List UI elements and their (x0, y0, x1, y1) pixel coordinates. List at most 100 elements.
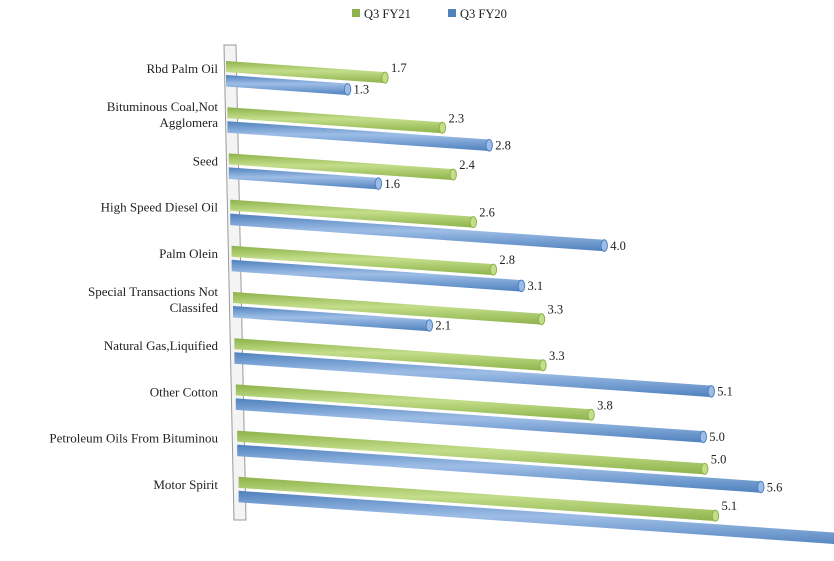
bar-end-cap (539, 359, 547, 372)
category-label-line: Petroleum Oils From Bituminou (49, 431, 218, 446)
bar-body (231, 259, 522, 292)
bar-q3-fy21-petroleum-oils-from-bituminou (237, 430, 709, 475)
category-label-line: Bituminous Coal,Not (107, 99, 219, 114)
bar-q3-fy20-rbd-palm-oil (226, 75, 352, 96)
bar-body (234, 352, 712, 398)
legend-label-q3-fy20: Q3 FY20 (460, 7, 507, 21)
bar-end-cap (485, 139, 493, 152)
bar-body (233, 292, 542, 325)
bar-end-cap (438, 121, 447, 134)
data-label-q3-fy20: 1.6 (384, 177, 400, 191)
data-label-q3-fy20: 5.0 (709, 430, 725, 444)
category-label: Petroleum Oils From Bituminou (49, 431, 218, 446)
bar-end-cap (517, 279, 526, 293)
bar-end-cap (425, 319, 434, 332)
bar-q3-fy21-high-speed-diesel-oil (230, 199, 477, 229)
bar-end-cap (707, 385, 715, 398)
bar-body (227, 121, 490, 152)
bar-body (238, 476, 716, 522)
bar-q3-fy20-other-cotton (235, 398, 707, 444)
bar-end-cap (757, 480, 765, 494)
category-label-line: Classifed (170, 300, 219, 315)
bar-body (235, 384, 592, 421)
bar-end-cap (374, 177, 383, 190)
category-label-line: Motor Spirit (153, 477, 218, 492)
bar-body (235, 398, 704, 443)
category-label-line: Other Cotton (150, 384, 219, 399)
category-label: Natural Gas,Liquified (104, 338, 219, 353)
bar-body (234, 338, 543, 371)
legend: Q3 FY21 Q3 FY20 (352, 7, 507, 21)
data-label-q3-fy21: 3.3 (549, 349, 565, 363)
bar-q3-fy20-special-transactions-not-classifed (233, 306, 434, 332)
bar-q3-fy20-natural-gas-liquified (234, 352, 715, 398)
bar-body (237, 430, 705, 475)
bar-q3-fy21-natural-gas-liquified (234, 338, 547, 372)
data-label-q3-fy21: 5.1 (721, 499, 737, 513)
bar-q3-fy20-palm-olein (231, 259, 526, 293)
data-label-q3-fy21: 2.4 (459, 158, 475, 172)
bar-q3-fy21-motor-spirit (238, 476, 720, 522)
bar-q3-fy21-bituminous-coal-not-agglomera (227, 107, 447, 134)
bar-q3-fy21-other-cotton (235, 384, 595, 421)
category-label: Other Cotton (150, 384, 219, 399)
data-label-q3-fy21: 3.8 (597, 398, 613, 412)
category-label-line: Special Transactions Not (88, 284, 218, 299)
legend-swatch-q3-fy21 (352, 9, 360, 17)
bar-q3-fy20-seed (228, 167, 383, 190)
bar-end-cap (489, 263, 498, 276)
category-label: High Speed Diesel Oil (101, 200, 219, 215)
bar-q3-fy20-petroleum-oils-from-bituminou (237, 444, 765, 494)
data-label-q3-fy20: 3.1 (527, 279, 543, 293)
category-label-line: Natural Gas,Liquified (104, 338, 219, 353)
data-label-q3-fy20: 5.1 (717, 385, 733, 399)
category-label: Palm Olein (159, 246, 218, 261)
bar-q3-fy21-special-transactions-not-classifed (233, 292, 546, 326)
bar-body (233, 306, 430, 332)
bar-body (227, 107, 443, 134)
category-label-line: High Speed Diesel Oil (101, 200, 219, 215)
category-label: Rbd Palm Oil (146, 61, 218, 76)
data-label-q3-fy21: 2.3 (448, 111, 464, 125)
category-label-line: Seed (193, 153, 219, 168)
category-label-line: Palm Olein (159, 246, 218, 261)
bar-q3-fy21-rbd-palm-oil (226, 61, 389, 84)
data-label-q3-fy20: 2.1 (435, 319, 451, 333)
bar-end-cap (449, 168, 457, 181)
category-label: Motor Spirit (153, 477, 218, 492)
bar-end-cap (701, 462, 709, 475)
category-label-line: Rbd Palm Oil (146, 61, 218, 76)
data-label-q3-fy21: 2.8 (499, 253, 515, 267)
bar-body (228, 167, 379, 190)
bar-end-cap (537, 313, 546, 326)
bar-q3-fy20-motor-spirit (238, 490, 834, 544)
bar-end-cap (711, 509, 720, 522)
bar-end-cap (343, 83, 352, 96)
bar-body (231, 245, 494, 276)
bar-end-cap (699, 430, 707, 444)
bar-end-cap (381, 71, 389, 84)
bar-body (238, 490, 834, 544)
data-label-q3-fy21: 2.6 (479, 206, 495, 220)
data-label-q3-fy21: 1.7 (391, 61, 407, 75)
legend-swatch-q3-fy20 (448, 9, 456, 17)
bar-end-cap (587, 408, 595, 421)
bar-end-cap (469, 216, 477, 229)
bar-body (226, 61, 385, 84)
legend-label-q3-fy21: Q3 FY21 (364, 7, 411, 21)
data-label-q3-fy20: 1.3 (354, 83, 370, 97)
category-label: Special Transactions Not Classifed (88, 284, 218, 315)
bar-body (230, 199, 474, 228)
data-label-q3-fy20: 4.0 (610, 239, 626, 253)
data-label-q3-fy21: 5.0 (711, 452, 727, 466)
bar-end-cap (600, 239, 608, 252)
data-label-q3-fy20: 5.6 (767, 480, 783, 494)
bar-body (228, 153, 454, 181)
category-label: Bituminous Coal,Not Agglomera (107, 99, 219, 130)
category-label: Seed (193, 153, 219, 168)
data-label-q3-fy20: 2.8 (495, 139, 511, 153)
bar-q3-fy21-palm-olein (231, 245, 498, 276)
data-label-q3-fy21: 3.3 (548, 303, 564, 317)
bar-q3-fy20-high-speed-diesel-oil (230, 213, 608, 252)
